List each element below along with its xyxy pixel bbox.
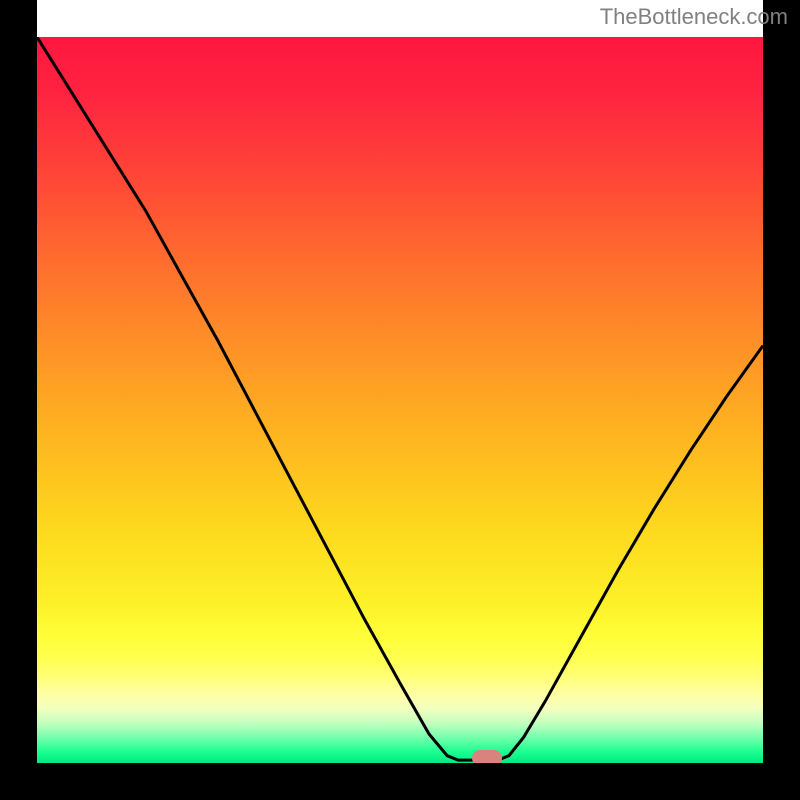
curve-path [37,37,763,760]
frame-right [763,37,800,763]
attribution-text: TheBottleneck.com [600,4,788,30]
frame-left [0,37,37,763]
chart-container: TheBottleneck.com [0,0,800,800]
bottleneck-curve [37,37,763,763]
frame-bottom [0,763,800,800]
plot-area [37,37,763,763]
frame-corner-top-left [0,0,37,37]
